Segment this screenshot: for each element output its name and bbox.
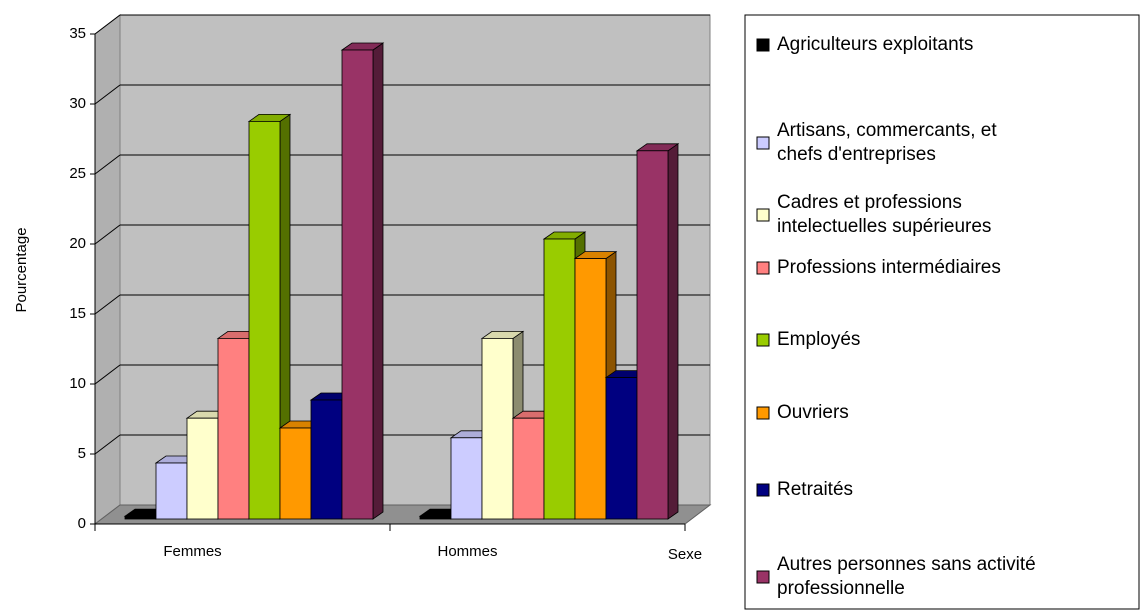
legend-label: Retraités: [777, 479, 853, 500]
bar: [419, 515, 452, 520]
x-tick-label: Hommes: [437, 543, 497, 560]
bar: [574, 258, 607, 520]
y-tick-label: 10: [69, 375, 86, 392]
grid-line: [94, 294, 121, 315]
legend-swatch: [756, 261, 770, 275]
grid-line: [94, 224, 121, 245]
bar: [481, 337, 514, 520]
bar: [279, 427, 312, 520]
bar: [124, 515, 157, 520]
bar: [310, 399, 343, 520]
y-axis-title: Pourcentage: [13, 227, 30, 312]
legend-label: Artisans, commercants, et chefs d'entrep…: [777, 120, 1002, 165]
grid-line: [94, 14, 121, 35]
legend-label: Professions intermédiaires: [777, 257, 1001, 278]
bar: [248, 121, 281, 520]
legend-label: Employés: [777, 329, 860, 350]
bar: [450, 437, 483, 520]
y-tick-label: 20: [69, 235, 86, 252]
y-tick-label: 0: [78, 515, 86, 532]
grid-line: [94, 154, 121, 175]
bar: [341, 49, 374, 520]
bar: [636, 150, 669, 520]
x-tick-label: Femmes: [163, 543, 221, 560]
side-wall: [94, 13, 121, 526]
bar: [605, 377, 638, 520]
legend-swatch: [756, 136, 770, 150]
bar: [543, 238, 576, 520]
legend-label: Cadres et professions intelectuelles sup…: [777, 192, 991, 237]
y-tick-label: 25: [69, 165, 86, 182]
bar: [155, 462, 188, 520]
grid-line: [94, 434, 121, 455]
bar: [512, 417, 545, 520]
y-tick-label: 30: [69, 95, 86, 112]
y-tick-label: 35: [69, 25, 86, 42]
legend-swatch: [756, 483, 770, 497]
legend: [744, 14, 1140, 610]
legend-swatch: [756, 570, 770, 584]
legend-swatch: [756, 208, 770, 222]
legend-label: Autres personnes sans activité professio…: [777, 554, 1041, 599]
grid-line: [94, 84, 121, 105]
bar: [186, 417, 219, 520]
grid-line: [94, 364, 121, 385]
y-tick-label: 15: [69, 305, 86, 322]
bar: [217, 337, 250, 520]
legend-swatch: [756, 38, 770, 52]
legend-label: Agriculteurs exploitants: [777, 34, 973, 55]
bar-side: [372, 42, 384, 520]
legend-label: Ouvriers: [777, 402, 849, 423]
legend-swatch: [756, 333, 770, 347]
x-axis-title: Sexe: [668, 546, 702, 563]
bar-side: [667, 143, 679, 520]
y-tick-label: 5: [78, 445, 86, 462]
legend-swatch: [756, 406, 770, 420]
